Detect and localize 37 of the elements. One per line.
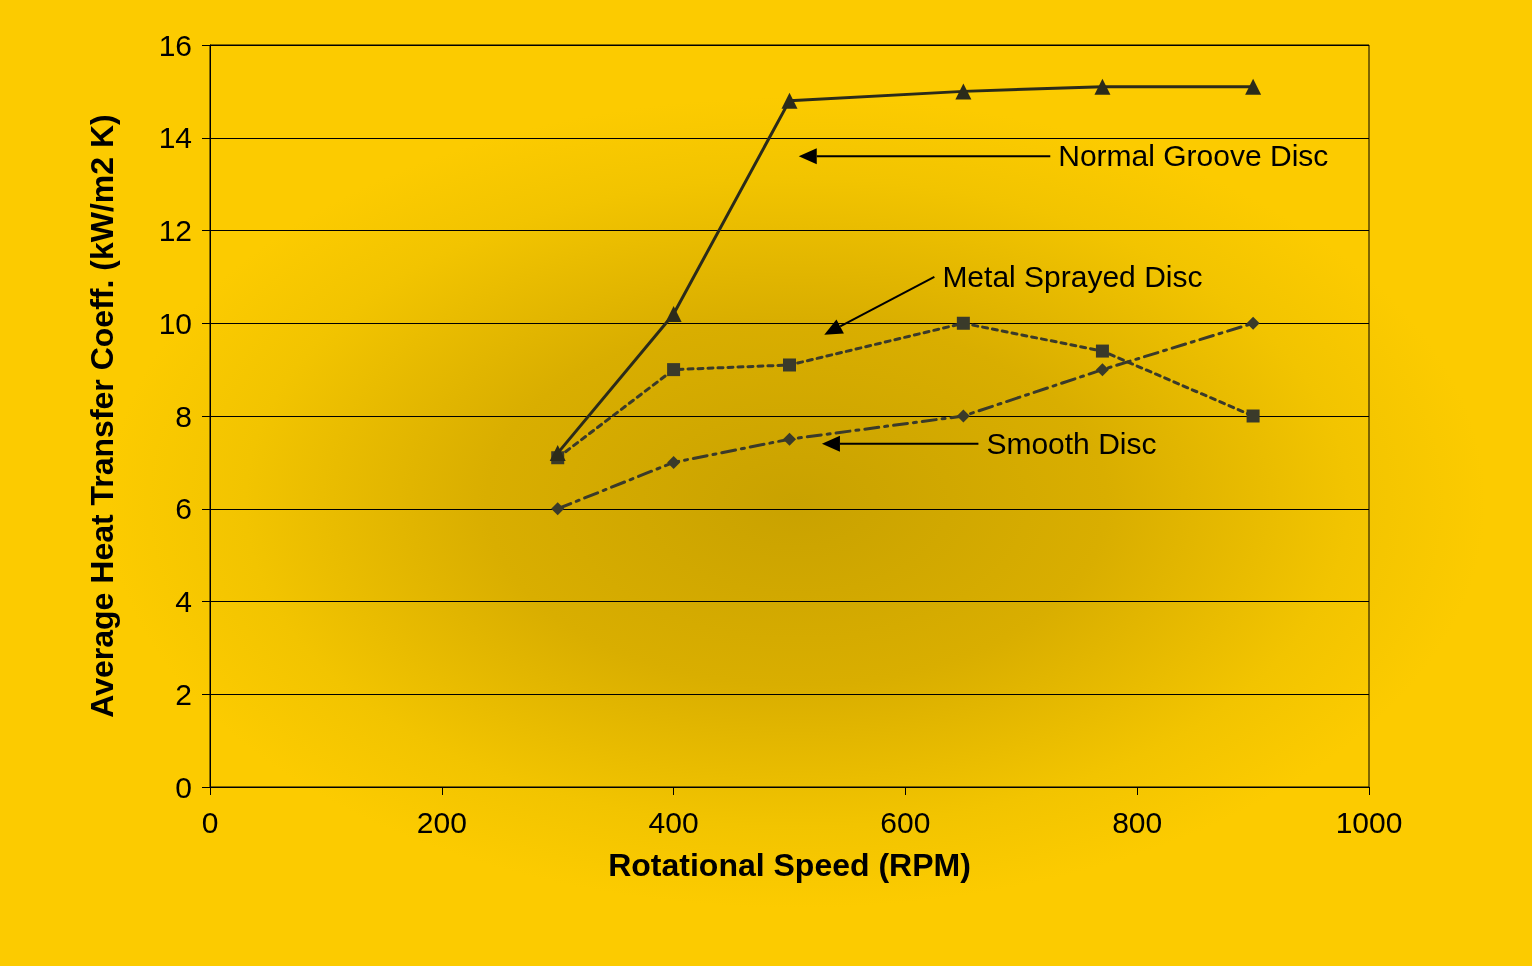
point: [1095, 344, 1109, 358]
y-tick-label: 14: [158, 121, 192, 155]
series-label: Metal Sprayed Disc: [942, 259, 1203, 293]
x-tick-label: 400: [648, 805, 699, 839]
point: [781, 92, 798, 109]
point: [1095, 363, 1109, 377]
point: [549, 445, 566, 462]
y-tick-label: 6: [175, 492, 192, 526]
point: [667, 363, 681, 377]
point: [1246, 316, 1260, 330]
y-tick-label: 10: [158, 306, 192, 340]
y-tick-label: 16: [158, 28, 192, 62]
y-tick-label: 12: [158, 214, 192, 247]
point: [1094, 78, 1111, 95]
point: [783, 358, 796, 372]
x-axis-title: Rotational Speed (RPM): [608, 847, 971, 883]
y-tick-label: 4: [175, 585, 192, 618]
y-tick-label: 8: [175, 399, 192, 433]
series-label: Normal Groove Disc: [1058, 139, 1329, 173]
y-tick-label: 0: [175, 770, 192, 804]
point: [1246, 409, 1260, 423]
y-tick-label: 2: [175, 677, 192, 711]
y-axis-title: Average Heat Transfer Coeff. (kW/m2 K): [84, 114, 120, 718]
point: [1245, 78, 1262, 95]
x-tick-label: 1000: [1335, 805, 1403, 839]
x-tick-label: 200: [416, 805, 467, 839]
point: [956, 316, 970, 330]
x-tick-label: 800: [1112, 805, 1163, 839]
point: [955, 83, 972, 100]
point: [551, 502, 565, 516]
point: [956, 409, 970, 423]
series-label: Smooth Disc: [986, 426, 1157, 460]
x-tick-label: 600: [880, 805, 931, 839]
point: [665, 305, 682, 322]
x-tick-label: 0: [201, 805, 219, 839]
point: [667, 455, 681, 469]
point: [783, 432, 796, 446]
